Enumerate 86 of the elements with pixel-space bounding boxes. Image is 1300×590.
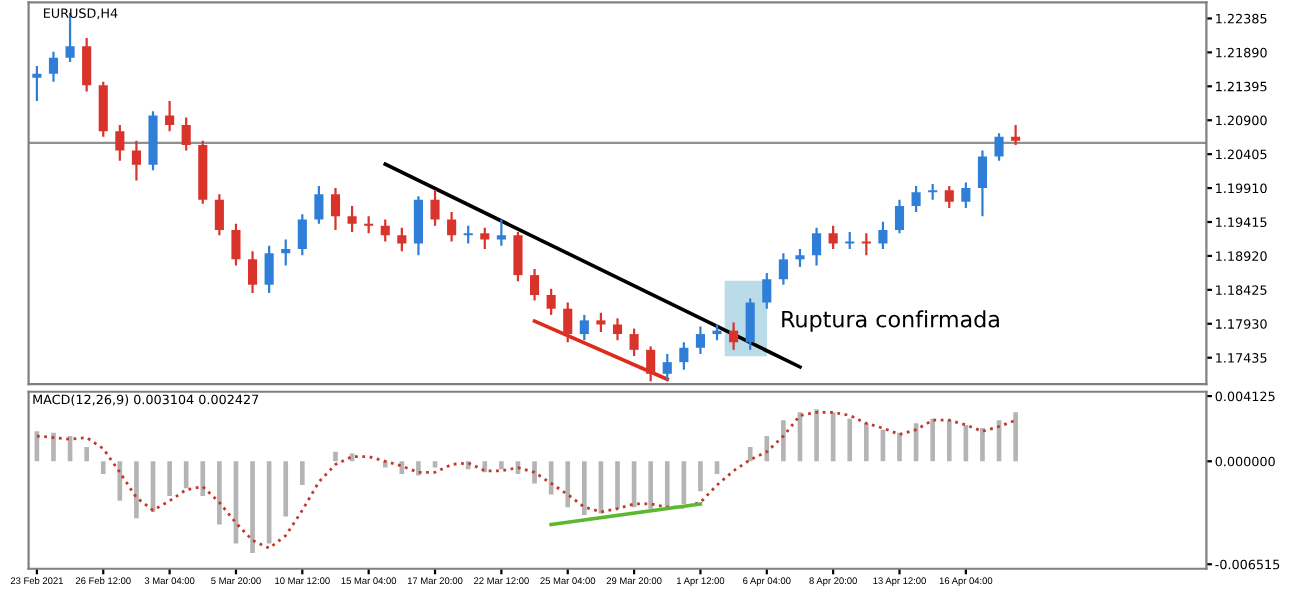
- candlestick: [762, 271, 772, 310]
- bar: [615, 461, 620, 509]
- bar: [764, 436, 770, 462]
- candlestick: [629, 327, 639, 358]
- candlestick: [48, 50, 59, 83]
- bar: [167, 461, 172, 497]
- bar: [698, 461, 703, 492]
- annotation: Ruptura confirmada: [782, 310, 999, 332]
- candlestick: [82, 36, 92, 93]
- bar: [930, 418, 936, 462]
- bar: [416, 461, 421, 476]
- bar: [217, 461, 222, 525]
- candlestick: [297, 213, 307, 257]
- candlestick: [828, 224, 838, 251]
- bar: [499, 461, 504, 470]
- candlestick: [397, 226, 407, 253]
- candlestick: [563, 301, 573, 344]
- bar: [51, 432, 56, 462]
- bar: [946, 420, 952, 462]
- candlestick: [165, 99, 175, 133]
- candlestick: [695, 325, 706, 356]
- candlestick: [496, 218, 506, 247]
- candlestick: [662, 352, 672, 382]
- candlestick: [1011, 123, 1021, 147]
- candlestick: [447, 210, 457, 243]
- bar: [1013, 412, 1018, 462]
- candlestick: [330, 186, 341, 231]
- bar: [200, 461, 206, 497]
- candlestick: [347, 204, 357, 234]
- candlestick: [612, 317, 623, 342]
- bar: [648, 461, 653, 509]
- bar: [747, 447, 753, 462]
- candlestick: [214, 193, 224, 237]
- candlestick: [231, 222, 241, 267]
- candlestick: [413, 195, 423, 257]
- bar: [814, 409, 819, 462]
- candlestick: [961, 181, 971, 210]
- candlestick: [861, 232, 871, 257]
- bar: [183, 461, 189, 489]
- candlestick: [646, 345, 656, 383]
- bar: [980, 428, 985, 462]
- candlestick: [812, 226, 822, 267]
- candlestick: [513, 230, 523, 283]
- candlestick: [115, 123, 125, 162]
- bar: [299, 461, 305, 485]
- candlestick: [911, 184, 921, 214]
- candlestick: [98, 80, 108, 138]
- bar: [333, 451, 338, 462]
- candlestick: [977, 149, 988, 218]
- candlestick: [679, 341, 689, 371]
- candlestick: [181, 116, 191, 152]
- candlestick: [878, 220, 888, 251]
- bar: [283, 461, 289, 517]
- bar: [84, 447, 89, 462]
- bar: [565, 461, 571, 508]
- candlestick: [579, 313, 589, 342]
- candlestick: [596, 311, 606, 334]
- candlestick: [264, 244, 274, 295]
- candlestick: [430, 189, 440, 227]
- bar: [664, 461, 670, 509]
- candlestick: [281, 238, 291, 267]
- bar: [781, 420, 786, 462]
- candlestick: [314, 184, 324, 225]
- candlestick: [32, 64, 42, 103]
- bar: [897, 432, 902, 462]
- candlestick: [729, 321, 739, 351]
- candlestick: [247, 250, 258, 295]
- candlestick: [529, 267, 540, 302]
- bar: [582, 461, 587, 516]
- bar: [100, 461, 106, 474]
- bar: [864, 423, 869, 462]
- candlestick: [994, 132, 1004, 162]
- bar: [847, 418, 853, 462]
- candlestick: [944, 184, 954, 210]
- bar: [432, 461, 438, 468]
- bar: [134, 461, 139, 519]
- bar: [250, 461, 255, 553]
- candlestick: [480, 226, 490, 251]
- candlestick: [894, 198, 905, 235]
- line-series: [35, 410, 1018, 550]
- candlestick: [745, 297, 755, 351]
- bar: [532, 461, 537, 484]
- candlestick: [380, 218, 390, 243]
- candlestick: [546, 287, 556, 316]
- candlestick: [778, 252, 788, 286]
- candlestick: [131, 139, 141, 182]
